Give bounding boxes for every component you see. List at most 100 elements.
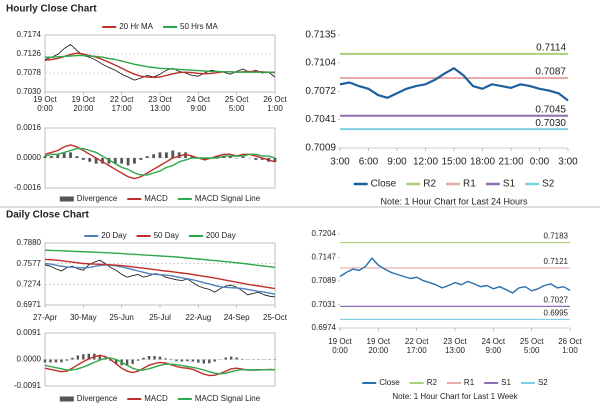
divergence-bar	[241, 156, 245, 158]
divergence-bar	[158, 152, 162, 158]
x-tick-label: 19 Oct	[367, 337, 391, 346]
divergence-bar	[136, 359, 140, 361]
y-tick-label: 0.7880	[17, 238, 42, 247]
x-tick-label: 12:00	[413, 157, 438, 168]
level-label: 0.7027	[544, 295, 569, 304]
x-tick-label: 30-May	[70, 313, 97, 322]
legend-label: MACD	[144, 394, 168, 403]
x-tick-label: 26 Oct	[263, 95, 287, 104]
legend-swatch	[59, 396, 74, 402]
divergence-bar	[208, 359, 211, 364]
divergence-bar	[147, 356, 151, 360]
x-tick-label: 19 Oct	[328, 337, 352, 346]
divergence-bar	[186, 359, 189, 362]
chart-note: Note: 1 Hour Chart for Last 24 Hours	[380, 196, 528, 206]
series-line	[44, 262, 276, 295]
y-tick-label: 0.7274	[17, 279, 42, 288]
y-tick-label: 0.7135	[305, 30, 336, 41]
y-tick-label: 0.0000	[17, 153, 42, 162]
x-tick-label: 0:00	[37, 104, 53, 113]
divergence-bar	[228, 156, 232, 158]
divergence-bar	[43, 359, 47, 363]
divergence-bar	[113, 158, 117, 164]
x-tick-label: 25-Jun	[109, 313, 133, 322]
divergence-bar	[114, 359, 118, 364]
divergence-bar	[177, 152, 181, 158]
legend-label: 200 Day	[206, 231, 236, 240]
legend-label: R1	[463, 179, 476, 190]
legend-label: MACD	[144, 194, 168, 203]
x-tick-label: 25-Oct	[263, 313, 288, 322]
legend: Close R2 R1 S1 S2	[353, 179, 555, 190]
divergence-bar	[153, 356, 156, 360]
divergence-bar	[145, 156, 149, 158]
divergence-bar	[222, 156, 226, 158]
legend-label: R1	[464, 378, 475, 387]
x-tick-label: 27-Apr	[33, 313, 57, 322]
y-tick-label: 0.7204	[312, 229, 337, 238]
divergence-bar	[56, 154, 60, 158]
x-tick-label: 18:00	[470, 157, 495, 168]
y-tick-label: 0.6974	[312, 323, 337, 332]
y-tick-label: 0.0016	[17, 123, 42, 132]
x-tick-label: 1:00	[562, 346, 578, 355]
legend-label: MACD Signal Line	[195, 394, 261, 403]
series-line	[339, 67, 569, 102]
legend: Divergence MACD MACD Signal Line	[59, 194, 261, 203]
legend-label: R2	[427, 378, 438, 387]
divergence-bar	[88, 158, 92, 162]
section-heading: Daily Close Chart	[6, 210, 89, 221]
divergence-bar	[101, 158, 104, 164]
y-tick-label: 0.7126	[17, 49, 42, 58]
x-tick-label: 24-Sep	[224, 313, 250, 322]
x-tick-label: 6:00	[359, 157, 379, 168]
divergence-bar	[142, 357, 145, 360]
legend-label: S1	[501, 378, 511, 387]
y-tick-label: 0.7031	[312, 300, 337, 309]
divergence-bar	[235, 357, 238, 360]
x-tick-label: 20:00	[73, 104, 94, 113]
divergence-bar	[202, 359, 206, 364]
divergence-bar	[164, 152, 168, 158]
x-tick-label: 20:00	[368, 346, 389, 355]
x-tick-label: 17:00	[407, 346, 428, 355]
x-tick-label: 23 Oct	[148, 95, 172, 104]
divergence-bar	[197, 359, 200, 363]
y-tick-label: 0.7009	[305, 143, 336, 154]
y-tick-label: 0.7147	[312, 252, 337, 261]
legend-label: S2	[538, 378, 548, 387]
level-label: 0.7087	[535, 67, 566, 78]
y-tick-label: 0.7078	[17, 68, 42, 77]
x-tick-label: 9:00	[486, 346, 502, 355]
x-tick-label: 19 Oct	[33, 95, 57, 104]
y-tick-label: 0.7089	[312, 276, 337, 285]
chart-note: Note: 1 Hour Chart for Last 1 Week	[392, 392, 518, 401]
legend-label: Divergence	[77, 394, 118, 403]
x-tick-label: 24 Oct	[187, 95, 211, 104]
y-tick-label: 0.0091	[17, 328, 42, 337]
divergence-bar	[54, 359, 58, 363]
divergence-bar	[184, 152, 187, 158]
level-label: 0.7121	[544, 257, 569, 266]
divergence-bar	[133, 158, 136, 164]
x-tick-label: 17:00	[112, 104, 133, 113]
x-tick-label: 25 Oct	[225, 95, 249, 104]
x-tick-label: 25-Jul	[149, 313, 171, 322]
legend-label: MACD Signal Line	[195, 194, 261, 203]
x-tick-label: 5:00	[524, 346, 540, 355]
x-tick-label: 13:00	[445, 346, 466, 355]
divergence-bar	[43, 156, 47, 158]
legend: Close R2 R1 S1 S2	[362, 378, 548, 387]
y-tick-label: 0.0000	[17, 355, 42, 364]
x-tick-label: 24 Oct	[482, 337, 506, 346]
divergence-bar	[190, 156, 194, 158]
y-tick-label: 0.7030	[17, 87, 42, 96]
divergence-bar	[71, 357, 74, 360]
x-tick-label: 1:00	[267, 104, 283, 113]
series-line	[339, 257, 571, 294]
divergence-bar	[273, 158, 277, 162]
legend-label: R2	[423, 179, 436, 190]
divergence-bar	[260, 158, 264, 160]
divergence-bar	[139, 158, 143, 160]
divergence-bar	[164, 358, 167, 360]
